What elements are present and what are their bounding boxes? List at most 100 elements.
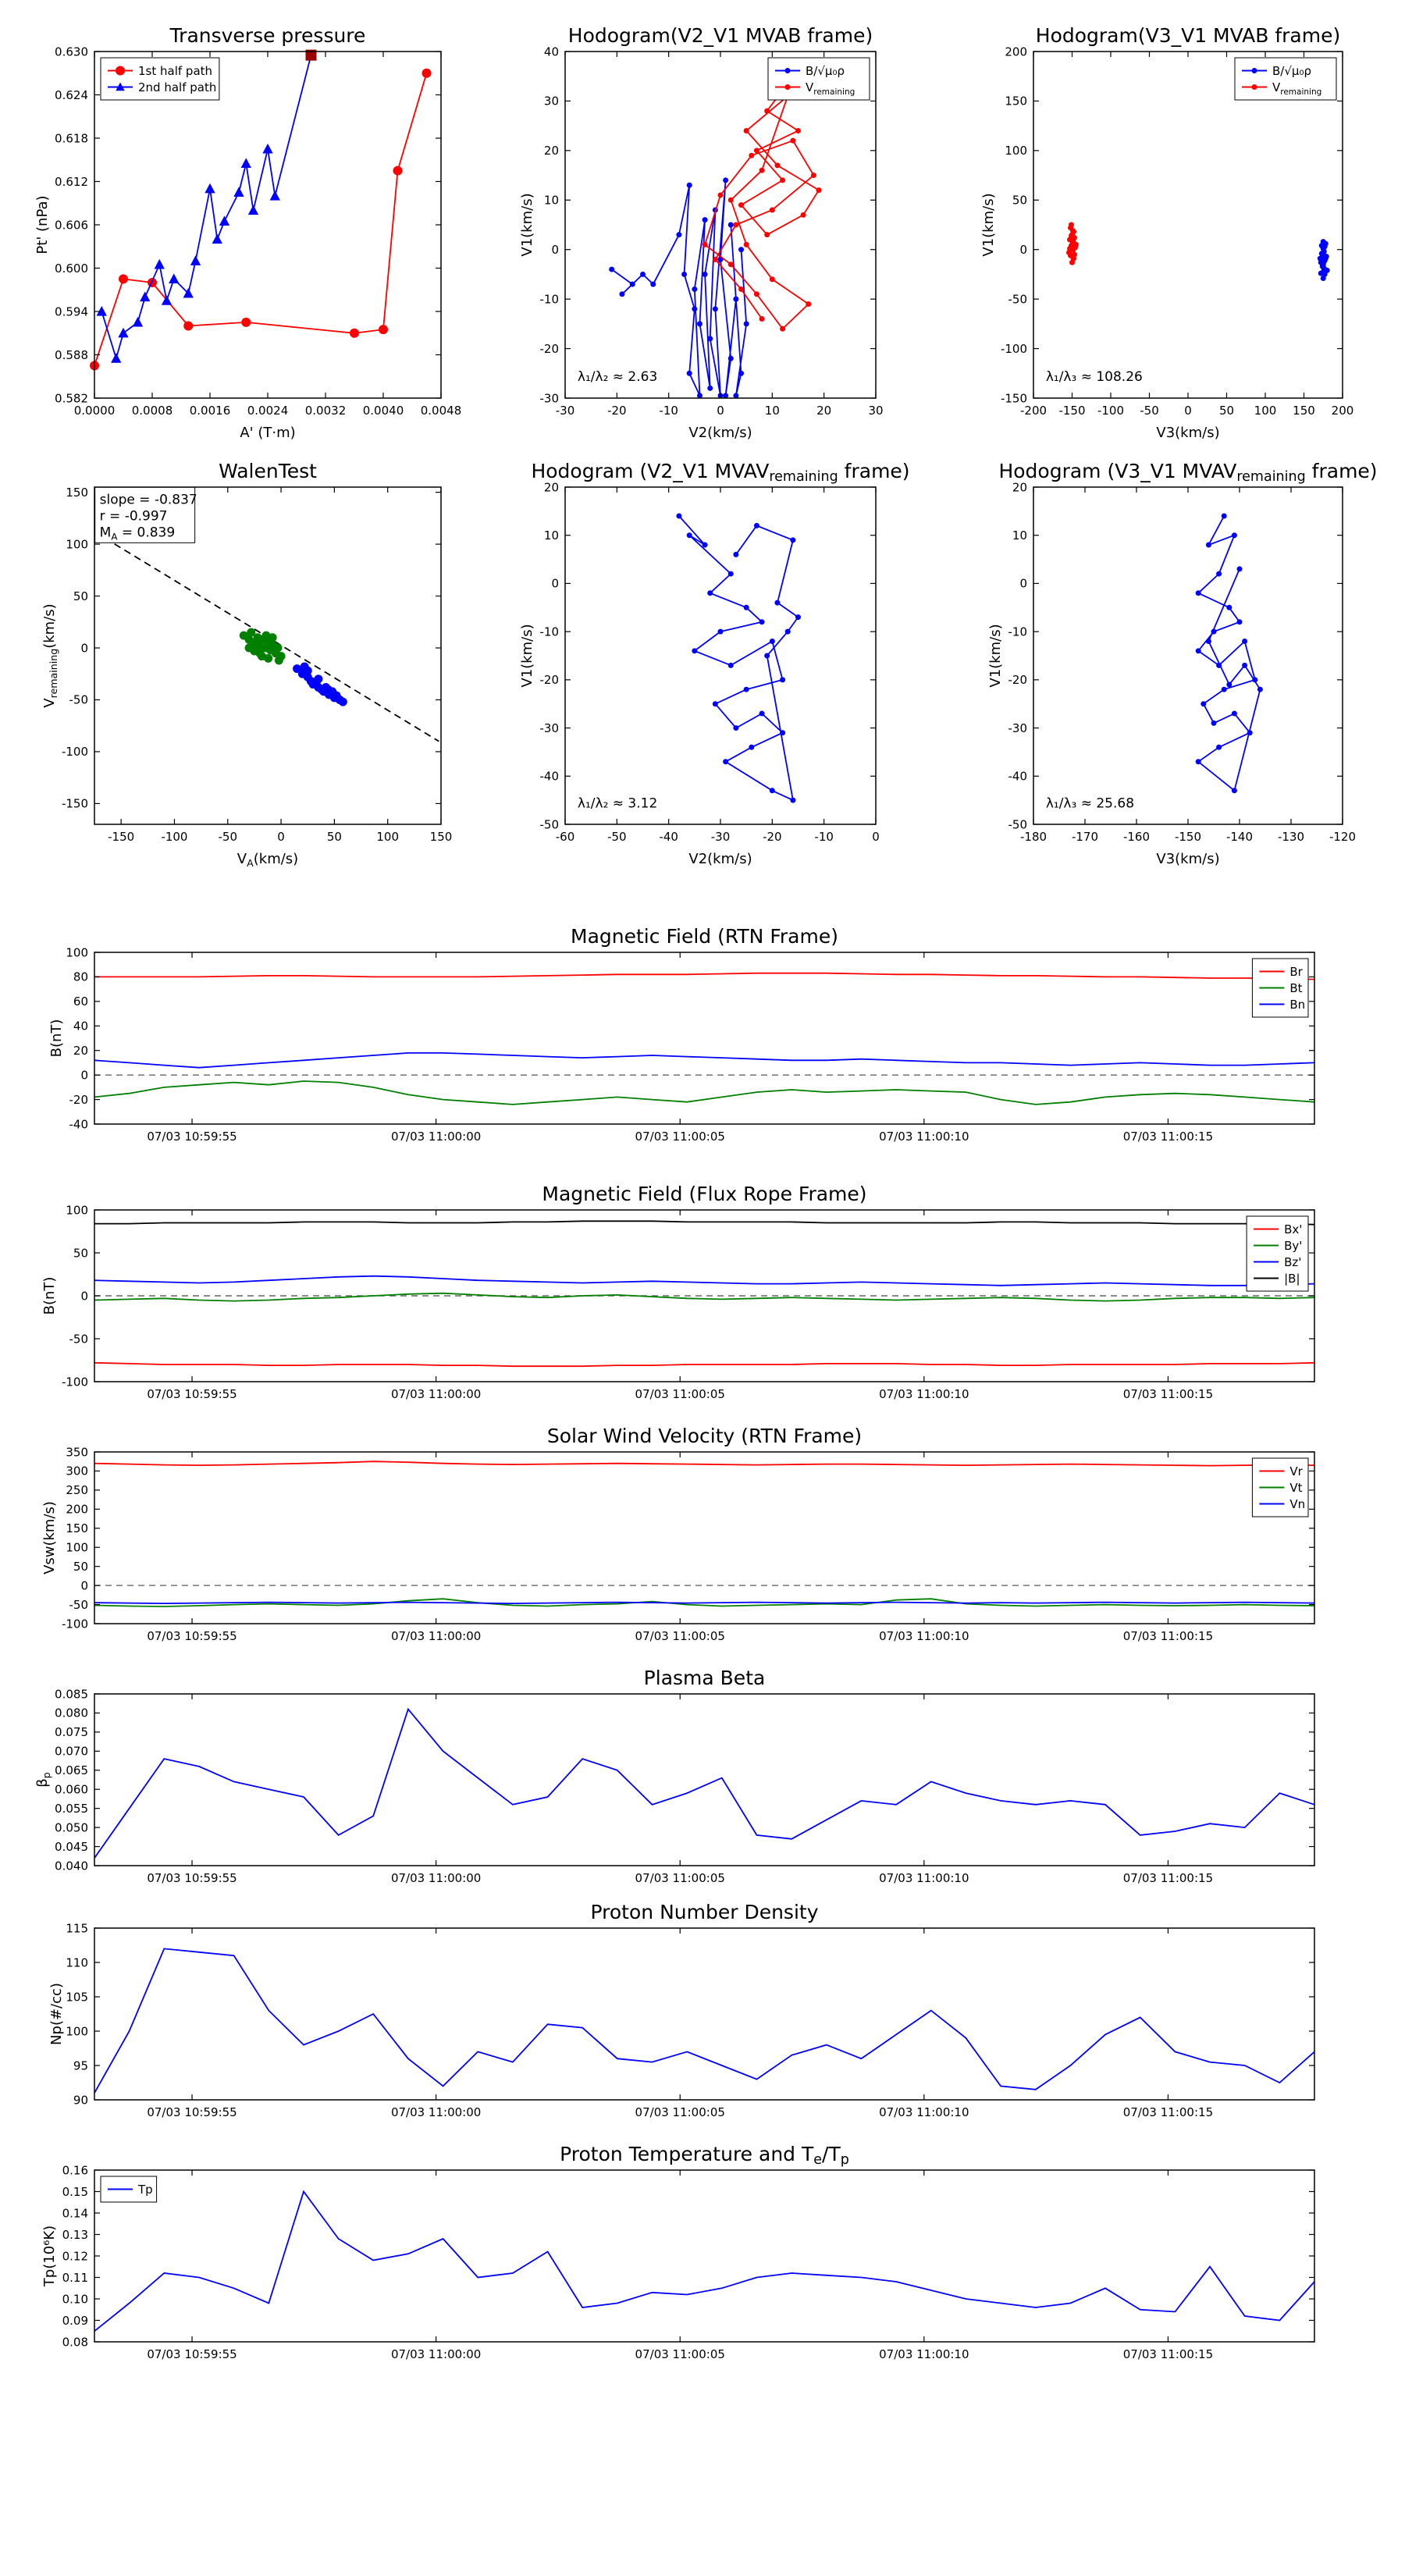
marker-dot bbox=[1242, 638, 1248, 644]
x-tick-label: 07/03 11:00:10 bbox=[879, 1130, 969, 1144]
marker-dot bbox=[790, 797, 796, 803]
y-tick-label: 115 bbox=[66, 1921, 88, 1935]
marker-dot bbox=[686, 182, 692, 188]
marker-dot bbox=[1069, 259, 1075, 265]
marker-dot bbox=[723, 393, 729, 399]
chart-title: Hodogram (V2_V1 MVAVremaining frame) bbox=[531, 460, 909, 485]
x-tick-label: 07/03 11:00:10 bbox=[879, 2105, 969, 2119]
marker-triangle bbox=[262, 143, 273, 154]
marker-dot bbox=[717, 628, 724, 635]
marker-dot bbox=[702, 542, 708, 548]
y-tick-label: 60 bbox=[73, 994, 88, 1009]
legend-label: Bz' bbox=[1284, 1255, 1301, 1269]
y-tick-label: 80 bbox=[73, 970, 88, 984]
y-tick-label: 0.618 bbox=[55, 131, 88, 145]
x-tick-label: 07/03 10:59:55 bbox=[147, 1387, 237, 1401]
marker-dot bbox=[1226, 604, 1232, 610]
y-tick-label: 100 bbox=[1005, 144, 1027, 158]
marker-dot bbox=[676, 232, 682, 238]
plot-plasma-beta: 07/03 10:59:55 07/03 11:00:00 07/03 11:00:… bbox=[34, 1667, 1315, 1885]
y-tick-label: 40 bbox=[73, 1019, 88, 1034]
marker-dot bbox=[696, 321, 702, 327]
y-tick-label: 0.09 bbox=[62, 2314, 88, 2328]
marker-dot bbox=[1069, 233, 1075, 239]
x-tick-label: -200 bbox=[1020, 404, 1047, 418]
y-axis-label: V1(km/s) bbox=[519, 193, 535, 256]
plot-background bbox=[94, 1694, 1314, 1866]
marker-dot bbox=[712, 306, 718, 312]
marker-circle bbox=[119, 274, 128, 284]
legend-label: 1st half path bbox=[138, 64, 212, 78]
marker-dot bbox=[1251, 84, 1257, 90]
y-tick-label: 10 bbox=[544, 528, 559, 543]
x-tick-label: 150 bbox=[1293, 404, 1315, 418]
marker-dot bbox=[769, 207, 775, 213]
marker-dot bbox=[676, 513, 682, 519]
x-axis-label: V3(km/s) bbox=[1156, 425, 1219, 441]
marker-dot bbox=[774, 600, 781, 606]
marker-triangle bbox=[247, 205, 259, 215]
x-tick-label: -30 bbox=[556, 404, 575, 418]
marker-triangle bbox=[190, 255, 201, 265]
legend-label: By' bbox=[1284, 1239, 1302, 1253]
y-axis-label: V1(km/s) bbox=[987, 624, 1004, 687]
marker-dot bbox=[784, 68, 791, 73]
marker-dot bbox=[1321, 271, 1328, 277]
marker-dot bbox=[1236, 619, 1243, 625]
y-axis-label: B(nT) bbox=[41, 1277, 58, 1315]
x-tick-label: -140 bbox=[1226, 830, 1253, 844]
marker-dot bbox=[1211, 628, 1217, 635]
y-tick-label: 0.12 bbox=[62, 2249, 88, 2263]
plot-background bbox=[565, 487, 876, 824]
marker-dot bbox=[1195, 759, 1201, 765]
y-tick-label: 20 bbox=[544, 144, 559, 158]
chart-title: Magnetic Field (RTN Frame) bbox=[571, 925, 838, 948]
plot-background bbox=[565, 52, 876, 398]
y-tick-label: 0 bbox=[80, 1289, 88, 1303]
marker-dot bbox=[1205, 542, 1211, 548]
marker-dot bbox=[749, 152, 755, 158]
marker-dot bbox=[311, 678, 321, 687]
marker-dot bbox=[816, 187, 822, 194]
marker-dot bbox=[727, 222, 734, 228]
x-tick-label: -20 bbox=[607, 404, 627, 418]
series-line bbox=[94, 1461, 1315, 1467]
marker-dot bbox=[769, 638, 775, 644]
y-tick-label: 0 bbox=[80, 641, 88, 655]
plot-background bbox=[94, 2170, 1314, 2342]
marker-dot bbox=[723, 759, 729, 765]
y-tick-label: 0.055 bbox=[55, 1802, 88, 1816]
chart-hodogram_v2v1_mvav: -60 -50 -40 -30 -20 -10 0-50-40-30-20-1001020H… bbox=[519, 460, 910, 867]
y-tick-label: 100 bbox=[66, 1540, 88, 1554]
y-tick-label: 0 bbox=[551, 243, 559, 257]
x-tick-label: 07/03 11:00:10 bbox=[879, 1871, 969, 1885]
y-tick-label: -150 bbox=[1001, 391, 1027, 405]
x-tick-label: -50 bbox=[607, 830, 627, 844]
x-tick-label: 0.0040 bbox=[363, 404, 404, 418]
marker-dot bbox=[1200, 701, 1207, 707]
x-tick-label: 07/03 10:59:55 bbox=[147, 1629, 237, 1643]
legend-label: Bx' bbox=[1284, 1222, 1302, 1236]
legend-label: Br bbox=[1289, 965, 1303, 979]
marker-circle bbox=[422, 68, 432, 78]
x-tick-label: 20 bbox=[816, 404, 831, 418]
marker-dot bbox=[780, 730, 786, 736]
series-line bbox=[94, 1707, 1315, 1859]
y-tick-label: 30 bbox=[544, 94, 559, 109]
y-tick-label: 10 bbox=[1012, 528, 1027, 543]
marker-triangle bbox=[205, 183, 215, 194]
x-tick-label: 50 bbox=[327, 830, 342, 844]
marker-circle bbox=[379, 325, 388, 335]
x-tick-label: -50 bbox=[219, 830, 238, 844]
series-line bbox=[94, 1598, 1315, 1607]
marker-dot bbox=[743, 127, 749, 133]
x-tick-label: 07/03 11:00:15 bbox=[1123, 1130, 1213, 1144]
marker-triangle bbox=[96, 306, 107, 316]
y-axis-label: Tp(10⁶K) bbox=[41, 2226, 58, 2287]
y-tick-label: 0.040 bbox=[55, 1859, 88, 1873]
legend-label: Vr bbox=[1289, 1464, 1303, 1478]
chart-walen_test: -150 -100 -50 0 50 100 150 -150 -100 -50 0 50 100 150… bbox=[41, 460, 452, 869]
series-line bbox=[94, 1601, 1315, 1605]
chart-title: Proton Number Density bbox=[591, 1901, 819, 1923]
y-tick-label: 90 bbox=[73, 2093, 88, 2107]
